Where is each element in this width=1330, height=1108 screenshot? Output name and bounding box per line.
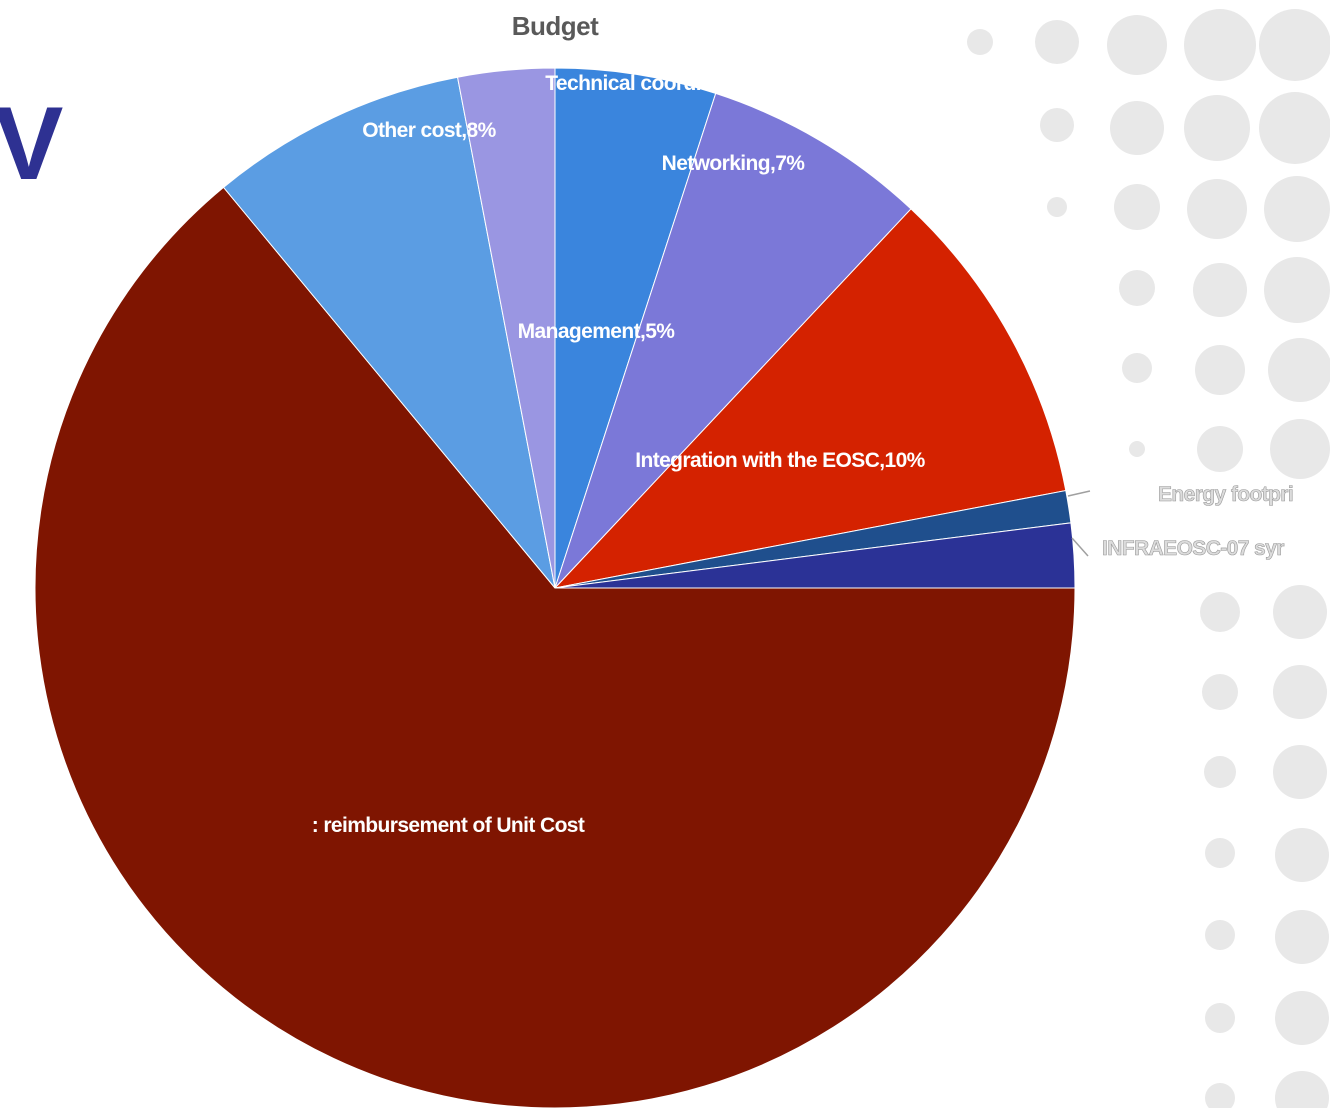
decorative-dot — [1275, 828, 1329, 882]
decorative-dot — [1047, 197, 1067, 217]
pie-slice — [456, 67, 556, 589]
decorative-dot — [1259, 9, 1330, 81]
decorative-dot — [1275, 991, 1329, 1045]
decorative-dot — [1184, 95, 1250, 161]
decorative-dot — [1122, 353, 1152, 383]
decorative-dot — [1110, 101, 1164, 155]
decorative-dot — [1202, 674, 1238, 710]
decorative-dot — [1264, 257, 1330, 323]
decorative-dot — [1193, 263, 1247, 317]
decorative-dot — [1205, 920, 1235, 950]
decorative-dot — [1264, 176, 1330, 242]
pie-slice-label: Other cost,8% — [362, 119, 496, 142]
decorative-dot — [1275, 910, 1329, 964]
decorative-dot — [1040, 108, 1074, 142]
decorative-dot — [1259, 92, 1330, 164]
label-leader-line — [1067, 490, 1091, 497]
decorative-dot — [1114, 184, 1160, 230]
decorative-dot — [1200, 592, 1240, 632]
label-leader-line — [1071, 537, 1089, 557]
decorative-dot — [1195, 345, 1245, 395]
decorative-dot — [1119, 270, 1155, 306]
pie-slice-label: Networking,7% — [662, 152, 806, 175]
decorative-dot — [1205, 1083, 1235, 1108]
pie-slice-label: Energy footpri — [1158, 483, 1293, 506]
pie-slice — [222, 76, 556, 589]
pie-slice — [554, 67, 717, 589]
decorative-dot — [1129, 441, 1145, 457]
chart-title: Budget — [511, 11, 599, 41]
pie-slice — [553, 208, 1067, 589]
slide-heading-fragment: V — [0, 86, 64, 202]
pie-slice-label: : reimbursement of Unit Cost — [312, 814, 585, 837]
decorative-dot — [1205, 838, 1235, 868]
decorative-dot — [1275, 1071, 1329, 1108]
decorative-dot — [1035, 20, 1079, 64]
pie-slice — [554, 92, 912, 589]
pie-slice-label: Technical coordination,3% — [545, 72, 795, 95]
pie-slice-label: INFRAEOSC-07 syr — [1102, 537, 1284, 560]
decorative-dot — [1273, 665, 1327, 719]
decorative-dot — [1273, 585, 1327, 639]
decorative-dot — [1184, 9, 1256, 81]
decorative-dot — [1204, 756, 1236, 788]
decorative-dot — [967, 29, 993, 55]
decorative-dot — [1197, 426, 1243, 472]
pie-slice-label: Management,5% — [518, 320, 676, 343]
decorative-dot — [1205, 1003, 1235, 1033]
pie-slice-label: Integration with the EOSC,10% — [635, 449, 925, 472]
decorative-dot — [1107, 15, 1167, 75]
decorative-dot — [1270, 419, 1330, 479]
decorative-dot — [1187, 179, 1247, 239]
decorative-dot — [1273, 745, 1327, 799]
decorative-dot — [1268, 338, 1330, 402]
pie-slice — [34, 186, 1076, 1108]
